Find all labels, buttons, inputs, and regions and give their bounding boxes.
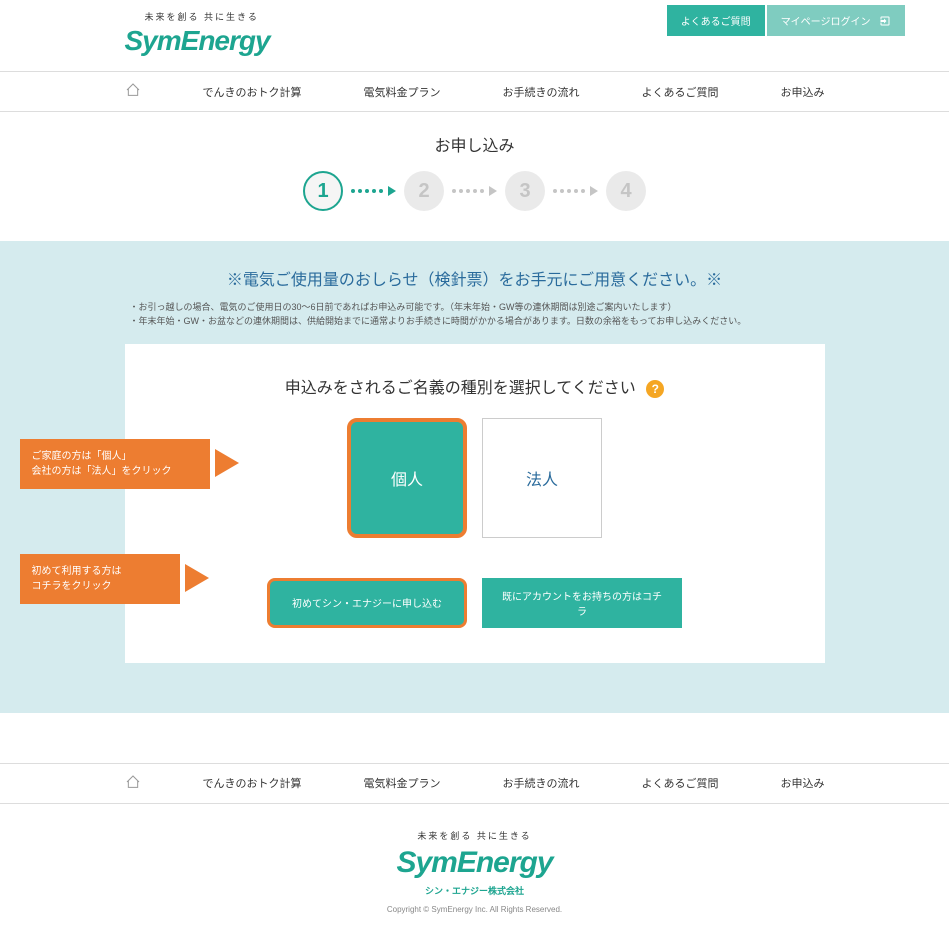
home-icon: [125, 82, 141, 98]
help-icon[interactable]: ?: [646, 380, 664, 398]
callout-arrow-1: [215, 449, 239, 477]
header: よくあるご質問 マイページログイン 未来を創る 共に生きる SymEnergy: [0, 0, 949, 71]
step-1: 1: [303, 171, 343, 211]
nav-calculation[interactable]: でんきのおトク計算: [203, 84, 302, 100]
footer-nav-plans[interactable]: 電気料金プラン: [364, 775, 441, 791]
form-box: ご家庭の方は「個人」 会社の方は「法人」をクリック 初めて利用する方は コチラを…: [125, 344, 825, 663]
step-arrow-1: [351, 186, 396, 196]
new-application-button[interactable]: 初めてシン・エナジーに申し込む: [267, 578, 467, 628]
copyright: Copyright © SymEnergy Inc. All Rights Re…: [0, 905, 949, 914]
callout-new-hint: 初めて利用する方は コチラをクリック: [20, 554, 180, 604]
footer-nav-faq[interactable]: よくあるご質問: [642, 775, 719, 791]
notice-line-1: ・お引っ越しの場合、電気のご使用日の30〜6日前であればお申込み可能です。（年末…: [130, 300, 825, 314]
content-section: ※電気ご使用量のおしらせ（検針票）をお手元にご用意ください。※ ・お引っ越しの場…: [0, 241, 949, 713]
footer-nav: でんきのおトク計算 電気料金プラン お手続きの流れ よくあるご質問 お申込み: [0, 763, 949, 804]
nav-procedure[interactable]: お手続きの流れ: [503, 84, 580, 100]
step-4: 4: [606, 171, 646, 211]
footer: 未来を創る 共に生きる SymEnergy シン・エナジー株式会社 Copyri…: [0, 804, 949, 939]
existing-account-button[interactable]: 既にアカウントをお持ちの方はコチラ: [482, 578, 682, 628]
nav-faq[interactable]: よくあるご質問: [642, 84, 719, 100]
footer-nav-apply[interactable]: お申込み: [781, 775, 825, 791]
footer-nav-procedure[interactable]: お手続きの流れ: [503, 775, 580, 791]
type-personal-button[interactable]: 個人: [347, 418, 467, 538]
callout-type-hint: ご家庭の方は「個人」 会社の方は「法人」をクリック: [20, 439, 210, 489]
step-3: 3: [505, 171, 545, 211]
step-2: 2: [404, 171, 444, 211]
footer-nav-home[interactable]: [125, 774, 141, 793]
step-arrow-2: [452, 186, 497, 196]
nav-plans[interactable]: 電気料金プラン: [364, 84, 441, 100]
nav-apply[interactable]: お申込み: [781, 84, 825, 100]
home-icon: [125, 774, 141, 790]
type-corporate-button[interactable]: 法人: [482, 418, 602, 538]
faq-top-button[interactable]: よくあるご質問: [667, 5, 765, 36]
main-nav: でんきのおトク計算 電気料金プラン お手続きの流れ よくあるご質問 お申込み: [0, 71, 949, 112]
login-icon: [879, 15, 891, 27]
footer-tagline: 未来を創る 共に生きる: [0, 829, 949, 842]
notice-line-2: ・年末年始・GW・お盆などの連休期間は、供給開始までに通常よりお手続きに時間がか…: [130, 314, 825, 328]
footer-nav-calculation[interactable]: でんきのおトク計算: [203, 775, 302, 791]
login-label: マイページログイン: [781, 13, 871, 28]
nav-home[interactable]: [125, 82, 141, 101]
mypage-login-button[interactable]: マイページログイン: [767, 5, 905, 36]
footer-company: シン・エナジー株式会社: [0, 884, 949, 897]
steps-section: お申し込み 1 2 3 4: [0, 112, 949, 241]
callout-arrow-2: [185, 564, 209, 592]
footer-logo: SymEnergy: [0, 846, 949, 880]
step-arrow-3: [553, 186, 598, 196]
notice-list: ・お引っ越しの場合、電気のご使用日の30〜6日前であればお申込み可能です。（年末…: [125, 300, 825, 329]
steps-title: お申し込み: [0, 132, 949, 156]
select-type-title: 申込みをされるご名義の種別を選択してください ?: [150, 374, 800, 398]
notice-title: ※電気ご使用量のおしらせ（検針票）をお手元にご用意ください。※: [125, 266, 825, 290]
